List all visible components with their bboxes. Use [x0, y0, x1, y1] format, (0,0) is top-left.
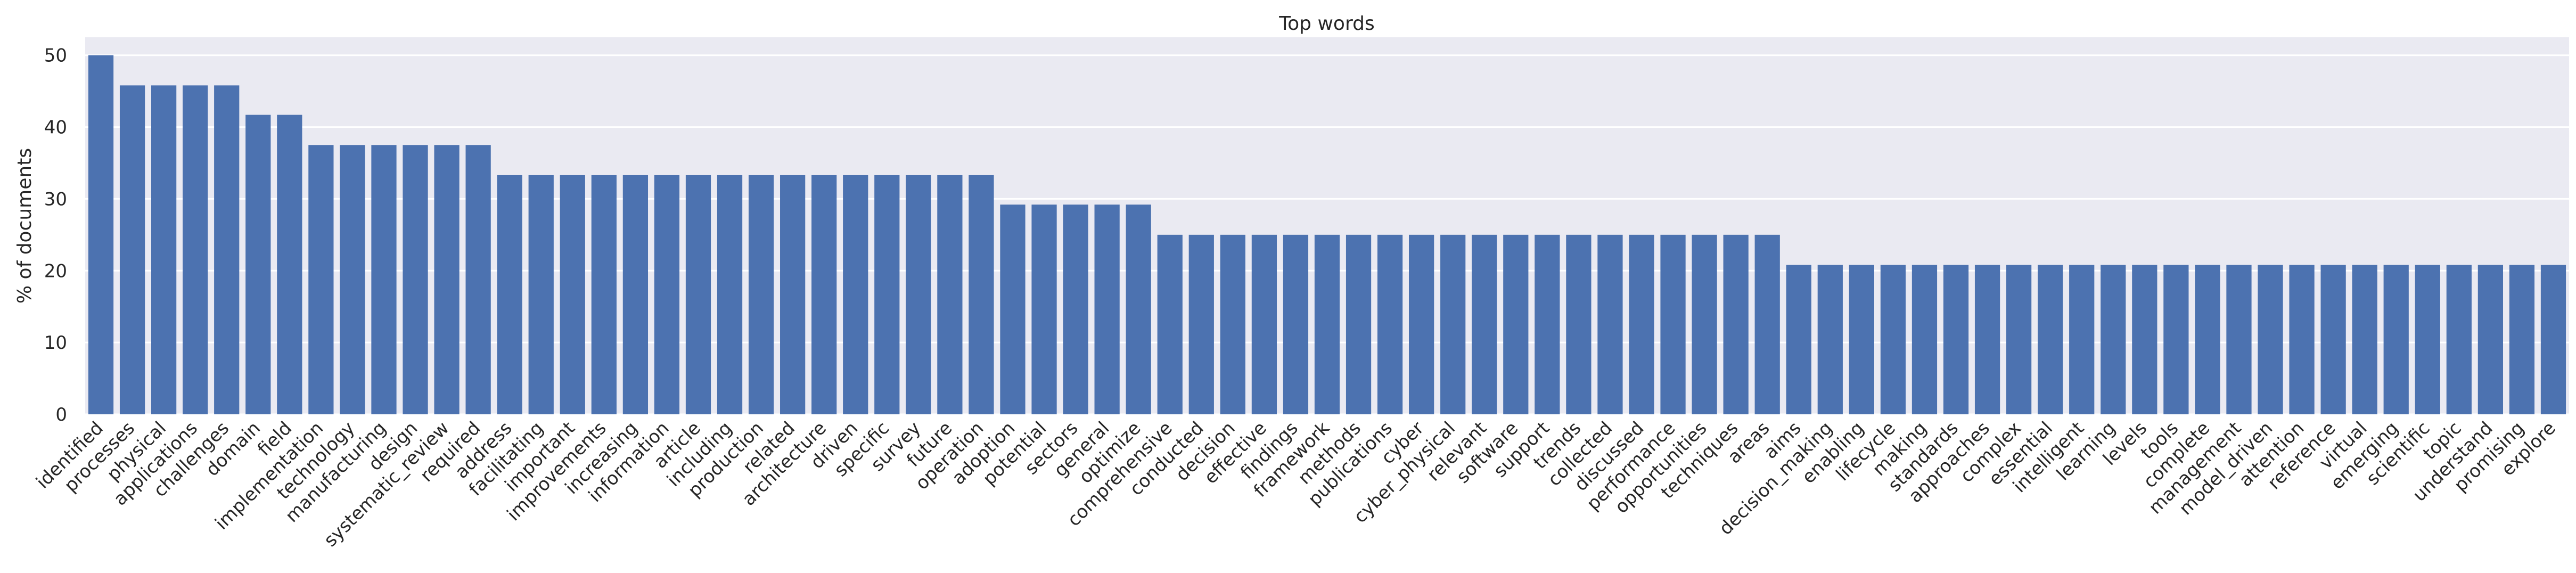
bar-decision	[1220, 234, 1245, 414]
bar-physical	[151, 85, 177, 415]
bar-important	[560, 175, 585, 414]
bar-management	[2226, 265, 2252, 414]
bar-opportunities	[1692, 234, 1717, 414]
bar-topic	[2446, 265, 2472, 414]
bar-potential	[1031, 204, 1057, 414]
bar-relevant	[1472, 234, 1497, 414]
bar-sectors	[1063, 204, 1088, 414]
bar-reference	[2320, 265, 2346, 414]
bar-facilitating	[528, 175, 554, 414]
bar-discussed	[1629, 234, 1654, 414]
bar-support	[1535, 234, 1560, 414]
bar-improvements	[591, 175, 617, 414]
bar-driven	[843, 175, 868, 414]
bar-techniques	[1723, 234, 1749, 414]
bar-attention	[2289, 265, 2315, 414]
y-axis-label: % of documents	[14, 148, 36, 304]
bar-adoption	[1000, 204, 1026, 414]
bar-general	[1094, 204, 1120, 414]
bar-required	[465, 145, 491, 414]
bar-design	[403, 145, 428, 414]
bar-tools	[2163, 265, 2189, 414]
bar-optimize	[1126, 204, 1151, 414]
y-tick-label: 40	[44, 117, 67, 138]
bar-including	[717, 175, 743, 414]
bar-aims	[1786, 265, 1811, 414]
bar-areas	[1754, 234, 1780, 414]
bar-learning	[2101, 265, 2126, 414]
bar-trends	[1566, 234, 1591, 414]
bar-methods	[1346, 234, 1372, 414]
y-tick-label: 50	[44, 45, 67, 67]
bar-architecture	[811, 175, 837, 414]
bar-survey	[906, 175, 931, 414]
bar-implementation	[308, 145, 334, 414]
bar-effective	[1251, 234, 1277, 414]
bar-making	[1912, 265, 1938, 414]
bar-conducted	[1188, 234, 1214, 414]
bar-field	[277, 114, 302, 414]
bar-complete	[2195, 265, 2220, 414]
bar-collected	[1597, 234, 1623, 414]
bar-approaches	[1974, 265, 2000, 414]
bar-cyber	[1409, 234, 1434, 414]
bar-challenges	[214, 85, 240, 415]
bar-manufacturing	[371, 145, 397, 414]
bar-systematic_review	[434, 145, 460, 414]
bar-publications	[1377, 234, 1403, 414]
bar-enabling	[1849, 265, 1874, 414]
bar-address	[497, 175, 522, 414]
bar-domain	[245, 114, 271, 414]
bar-increasing	[622, 175, 649, 414]
bar-scientific	[2415, 265, 2440, 414]
bar-findings	[1283, 234, 1309, 414]
bar-promising	[2509, 265, 2535, 414]
bar-emerging	[2383, 265, 2409, 414]
bar-explore	[2540, 265, 2566, 414]
y-tick-label: 0	[55, 404, 67, 425]
x-axis-ticks: identifiedprocessesphysicalapplicationsc…	[32, 418, 2560, 551]
bar-future	[937, 175, 963, 414]
bar-performance	[1660, 234, 1686, 414]
bar-technology	[340, 145, 365, 414]
y-axis-ticks: 0 10 20 30 40 50	[44, 45, 67, 425]
bar-article	[685, 175, 711, 414]
bar-information	[654, 175, 680, 414]
bar-decision_making	[1817, 265, 1843, 414]
bar-intelligent	[2069, 265, 2095, 414]
y-tick-label: 20	[44, 260, 67, 282]
bar-cyber_physical	[1440, 234, 1466, 414]
bar-applications	[183, 85, 208, 415]
bar-comprehensive	[1157, 234, 1183, 414]
bar-essential	[2038, 265, 2063, 414]
bar-framework	[1314, 234, 1340, 414]
bar-standards	[1943, 265, 1969, 414]
bar-identified	[88, 55, 114, 414]
bar-complex	[2006, 265, 2032, 414]
chart-title: Top words	[1278, 13, 1374, 35]
y-tick-label: 10	[44, 332, 67, 354]
bar-related	[780, 175, 806, 414]
bars	[88, 55, 2566, 415]
y-tick-label: 30	[44, 189, 67, 210]
bar-virtual	[2352, 265, 2377, 414]
bar-software	[1503, 234, 1529, 414]
bar-model_driven	[2258, 265, 2283, 414]
bar-understand	[2477, 265, 2503, 414]
bar-production	[748, 175, 774, 414]
bar-specific	[874, 175, 900, 414]
bar-operation	[969, 175, 994, 414]
bar-levels	[2132, 265, 2157, 414]
bar-lifecycle	[1880, 265, 1906, 414]
bar-processes	[119, 85, 145, 415]
